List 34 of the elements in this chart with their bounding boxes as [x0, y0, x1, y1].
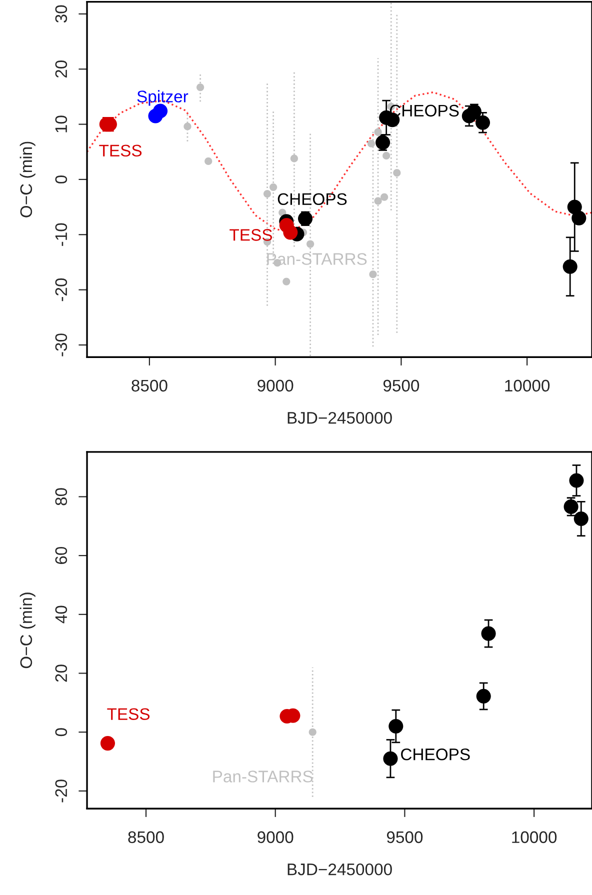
y-tick-label: -10: [55, 223, 68, 246]
y-tick-label: -30: [55, 334, 68, 356]
y-tick-label: -20: [55, 780, 68, 802]
x-tick-label: 9500: [386, 831, 423, 844]
x-axis-title: BJD−2450000: [288, 864, 392, 876]
x-tick-label: 10000: [505, 380, 550, 392]
series-label: TESS: [107, 708, 150, 720]
legend-label: TESS: [99, 144, 142, 157]
x-tick-label: 8500: [128, 831, 164, 844]
x-tick-label: 8500: [132, 380, 168, 392]
series-label: CHEOPS: [278, 193, 347, 206]
series-label: TESS: [230, 229, 272, 241]
y-tick-label: 10: [55, 116, 68, 132]
x-axis-title: BJD−2450000: [288, 412, 392, 424]
x-tick-label: 9000: [258, 831, 294, 844]
y-tick-label: 0: [55, 728, 68, 736]
x-tick-label: 9000: [258, 380, 294, 392]
x-tick-label: 9500: [383, 380, 420, 392]
series-label: Pan-STARRS: [267, 253, 367, 265]
y-tick-label: 30: [55, 5, 68, 23]
y-tick-label: 60: [55, 546, 68, 564]
y-tick-label: -20: [55, 278, 68, 302]
y-tick-label: 0: [55, 175, 68, 184]
y-tick-label: 40: [55, 606, 68, 624]
y-axis-title: O−C (min): [20, 142, 36, 218]
y-tick-label: 20: [55, 60, 68, 78]
series-label: CHEOPS: [401, 748, 470, 760]
series-label: CHEOPS: [390, 104, 459, 117]
x-tick-label: 10000: [512, 831, 557, 844]
text: Pan-STARRS: [213, 770, 313, 782]
y-tick-label: 20: [55, 664, 68, 682]
series-label: Spitzer: [137, 90, 188, 106]
y-axis-title: O−C (min): [20, 592, 36, 668]
y-tick-label: 80: [55, 488, 68, 506]
